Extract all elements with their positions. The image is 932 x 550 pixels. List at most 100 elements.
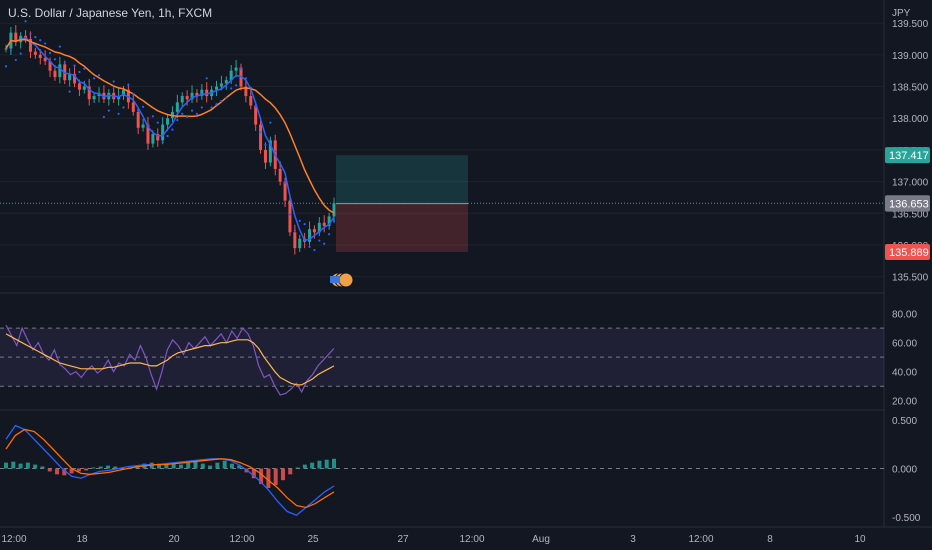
- price-label-badge: [885, 147, 930, 164]
- time-tick-label: Aug: [532, 534, 550, 545]
- macd-histogram-bar: [229, 463, 234, 469]
- candle-body[interactable]: [82, 86, 86, 90]
- macd-histogram-bar: [208, 465, 213, 469]
- candle-body[interactable]: [215, 86, 219, 90]
- candle-body[interactable]: [312, 229, 316, 233]
- candle-body[interactable]: [205, 89, 209, 97]
- macd-histogram-bar: [251, 468, 256, 479]
- candle-body[interactable]: [195, 92, 199, 97]
- candle-body[interactable]: [322, 222, 326, 226]
- moving-average-slow-line: [5, 38, 335, 214]
- candle-body[interactable]: [73, 73, 77, 84]
- psar-dot: [83, 67, 86, 70]
- psar-dot: [161, 141, 164, 144]
- candle-body[interactable]: [92, 96, 96, 100]
- candle-body[interactable]: [268, 140, 272, 163]
- psar-dot: [102, 115, 106, 119]
- candle-body[interactable]: [58, 64, 62, 78]
- macd-histogram-bar: [84, 468, 89, 471]
- candle-body[interactable]: [185, 96, 189, 100]
- psar-dot: [298, 219, 301, 222]
- psar-dot: [122, 106, 125, 109]
- psar-dot: [313, 248, 316, 252]
- candle-body[interactable]: [33, 51, 37, 55]
- candle-body[interactable]: [38, 54, 42, 59]
- price-tick-label: 137.000: [892, 178, 929, 189]
- price-label-value: 137.417: [889, 150, 929, 162]
- time-tick-label: 25: [307, 534, 319, 545]
- candle-body[interactable]: [166, 118, 170, 125]
- candle-body[interactable]: [283, 181, 287, 201]
- candle-body[interactable]: [249, 96, 253, 106]
- candle-body[interactable]: [43, 58, 47, 62]
- candle-body[interactable]: [278, 168, 282, 182]
- candle-body[interactable]: [156, 134, 160, 141]
- candle-body[interactable]: [180, 96, 184, 103]
- candle-body[interactable]: [293, 232, 297, 249]
- candle-body[interactable]: [146, 124, 150, 144]
- macd-histogram-bar: [310, 462, 315, 469]
- candle-body[interactable]: [332, 203, 336, 217]
- price-tick-label: 135.500: [892, 273, 929, 284]
- candle-body[interactable]: [141, 124, 145, 128]
- time-tick-label: 10: [854, 534, 866, 545]
- candle-body[interactable]: [234, 67, 238, 71]
- candle-body[interactable]: [298, 238, 302, 249]
- price-tick-label: 139.500: [892, 19, 929, 30]
- psar-dot: [78, 70, 81, 74]
- psar-dot: [4, 65, 8, 68]
- time-tick-label: 12:00: [688, 534, 713, 545]
- psar-dot: [210, 106, 213, 109]
- candle-body[interactable]: [151, 134, 155, 144]
- time-tick-label: 27: [397, 534, 409, 545]
- candle-body[interactable]: [87, 86, 91, 100]
- candle-body[interactable]: [308, 229, 312, 242]
- candle-body[interactable]: [219, 83, 223, 87]
- candle-body[interactable]: [53, 70, 57, 78]
- psar-dot: [53, 58, 57, 61]
- candle-body[interactable]: [317, 222, 321, 233]
- psar-dot: [34, 36, 37, 39]
- psar-dot: [244, 77, 247, 80]
- candle-body[interactable]: [254, 105, 258, 125]
- macd-histogram-bar: [69, 468, 74, 474]
- psar-dot: [249, 86, 252, 89]
- price-tick-label: 136.500: [892, 209, 929, 220]
- candle-body[interactable]: [175, 102, 179, 112]
- candle-body[interactable]: [327, 216, 331, 226]
- candle-body[interactable]: [229, 70, 233, 81]
- profit-zone[interactable]: [336, 155, 468, 204]
- candle-body[interactable]: [131, 102, 135, 112]
- candle-body[interactable]: [244, 86, 248, 97]
- candle-body[interactable]: [48, 61, 52, 71]
- candle-body[interactable]: [263, 149, 267, 163]
- candle-body[interactable]: [4, 48, 8, 50]
- candle-body[interactable]: [121, 89, 125, 97]
- psar-dot: [181, 112, 184, 115]
- candle-body[interactable]: [259, 124, 263, 150]
- candle-body[interactable]: [161, 124, 165, 141]
- candle-body[interactable]: [288, 200, 292, 233]
- candle-body[interactable]: [68, 73, 72, 81]
- macd-histogram-bar: [266, 468, 271, 488]
- candle-body[interactable]: [77, 83, 81, 90]
- candle-body[interactable]: [14, 32, 18, 43]
- candle-body[interactable]: [224, 80, 228, 84]
- event-flag-icon[interactable]: [338, 272, 354, 288]
- psar-dot: [293, 229, 296, 232]
- candle-body[interactable]: [200, 89, 204, 97]
- candle-body[interactable]: [136, 111, 140, 128]
- candle-body[interactable]: [190, 92, 194, 100]
- macd-histogram-bar: [178, 464, 183, 469]
- rsi-ma-line: [5, 333, 335, 386]
- psar-dot: [264, 143, 267, 146]
- macd-histogram-bar: [200, 463, 205, 469]
- psar-dot: [283, 181, 287, 184]
- psar-dot: [190, 109, 194, 112]
- candle-body[interactable]: [117, 96, 121, 100]
- loss-zone[interactable]: [336, 203, 468, 253]
- psar-dot: [288, 213, 292, 216]
- macd-histogram-bar: [237, 465, 242, 469]
- candle-body[interactable]: [28, 39, 32, 52]
